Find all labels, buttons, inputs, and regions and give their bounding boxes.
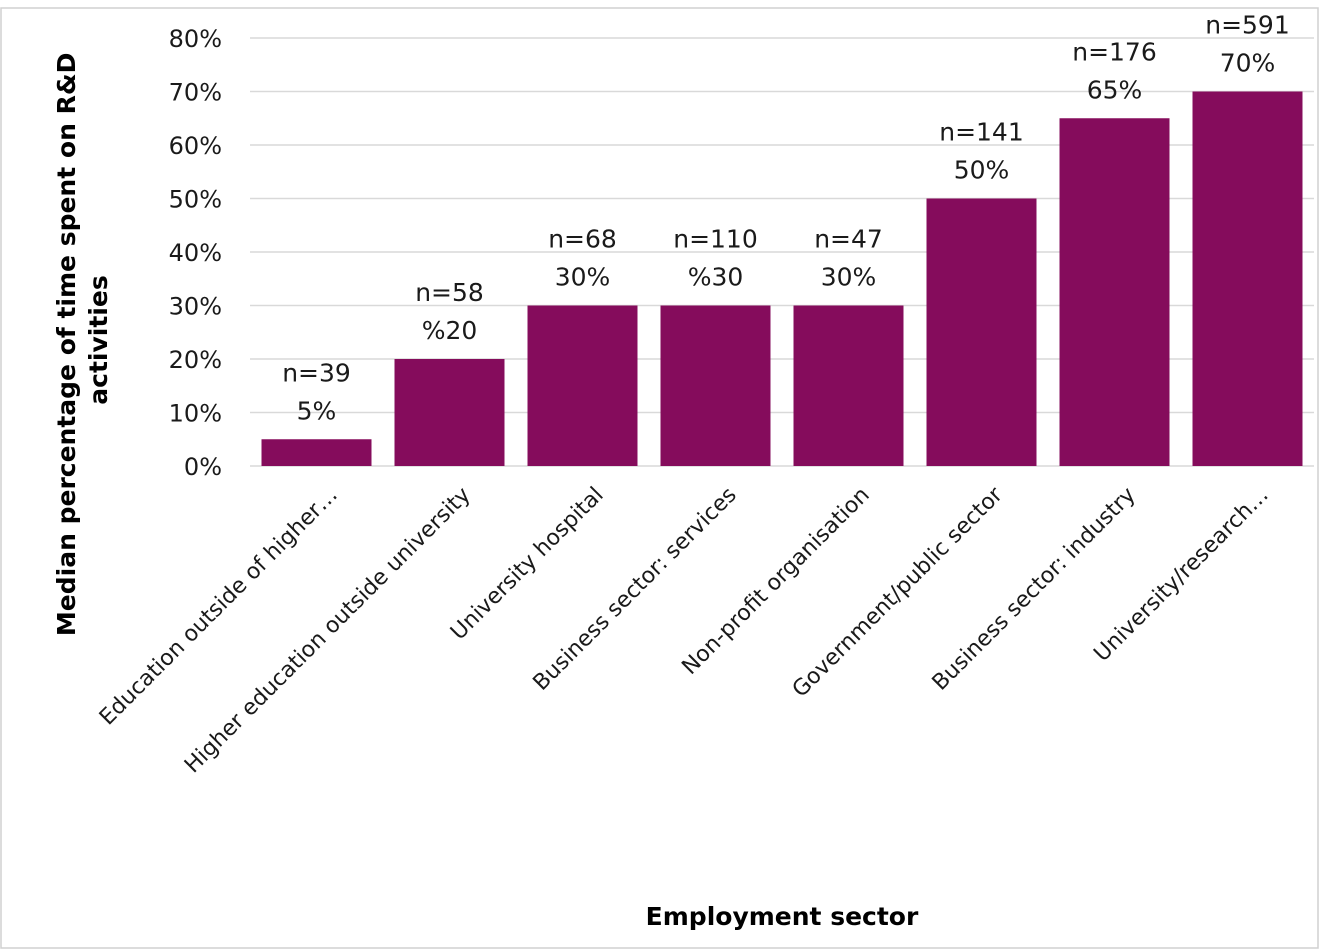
value-label: %30 <box>688 263 744 292</box>
value-label: %20 <box>422 316 478 345</box>
y-axis-title-line-2: activities <box>84 275 113 404</box>
chart-frame <box>0 7 1319 949</box>
y-tick-label: 70% <box>169 79 222 107</box>
bar <box>660 305 771 466</box>
bar <box>394 359 505 466</box>
bars <box>261 91 1303 466</box>
sample-size-label: n=110 <box>673 225 758 254</box>
y-axis-title: Median percentage of time spent on R&D a… <box>52 44 113 636</box>
y-tick-label: 60% <box>169 132 222 160</box>
bar <box>926 198 1037 466</box>
value-label: 70% <box>1220 49 1276 78</box>
x-axis-title: Employment sector <box>646 902 919 931</box>
value-label: 50% <box>954 156 1010 185</box>
y-tick-label: 10% <box>169 400 222 428</box>
x-category-label: University hospital <box>446 483 609 646</box>
sample-size-label: n=47 <box>814 225 883 254</box>
x-category-label: Education outside of higher… <box>95 483 343 731</box>
sample-size-label: n=58 <box>415 278 484 307</box>
bar <box>527 305 638 466</box>
bar <box>793 305 904 466</box>
value-label: 5% <box>297 396 337 425</box>
data-labels: n=39 5% n=58 %20 n=68 30% n=110 %30 n=47 30% n=141… <box>282 11 1290 426</box>
y-tick-label: 50% <box>169 186 222 214</box>
y-axis-title-line-1: Median percentage of time spent on R&D <box>52 53 81 636</box>
x-axis-category-labels: Education outside of higher…Higher educa… <box>95 482 1274 778</box>
y-axis-ticks: 0% 10% 20% 30% 40% 50% 60% 70% 80% <box>169 25 222 481</box>
y-tick-label: 80% <box>169 25 222 53</box>
bar <box>1059 118 1170 466</box>
y-tick-label: 20% <box>169 346 222 374</box>
bar <box>261 439 372 466</box>
y-tick-label: 40% <box>169 239 222 267</box>
sample-size-label: n=39 <box>282 358 351 387</box>
sample-size-label: n=591 <box>1205 11 1290 40</box>
bar <box>1192 91 1303 466</box>
x-category-label: Higher education outside university <box>180 483 476 779</box>
value-label: 30% <box>555 263 611 292</box>
y-tick-label: 30% <box>169 293 222 321</box>
sample-size-label: n=68 <box>548 225 617 254</box>
value-label: 30% <box>821 263 877 292</box>
y-tick-label: 0% <box>184 453 222 481</box>
sample-size-label: n=176 <box>1072 37 1157 66</box>
value-label: 65% <box>1087 75 1143 104</box>
x-category-label: Government/public sector <box>788 482 1009 703</box>
sample-size-label: n=141 <box>939 118 1024 147</box>
